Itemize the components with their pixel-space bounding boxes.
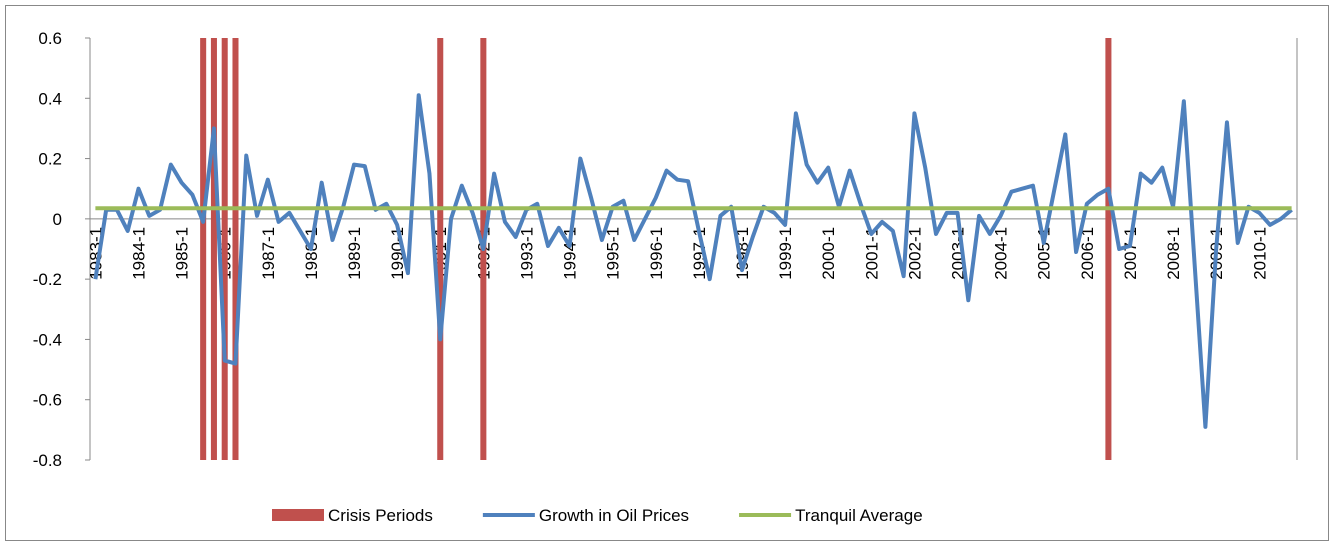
- y-tick-label: 0.2: [38, 150, 62, 169]
- x-tick-label: 1997-1: [690, 227, 709, 280]
- crisis-bar: [210, 38, 217, 460]
- y-tick-label: 0.6: [38, 29, 62, 48]
- x-tick-label: 1985-1: [173, 227, 192, 280]
- crisis-bar: [221, 38, 228, 460]
- series-line: [93, 93, 1293, 429]
- x-tick-label: 2001-1: [862, 227, 881, 280]
- x-tick-label: 1989-1: [345, 227, 364, 280]
- x-tick-label: 1996-1: [647, 227, 666, 280]
- crisis-bar: [437, 38, 444, 460]
- x-tick-label: 1993-1: [517, 227, 536, 280]
- y-tick-label: 0: [53, 210, 62, 229]
- x-tick-label: 2006-1: [1078, 227, 1097, 280]
- x-tick-label: 2010-1: [1250, 227, 1269, 280]
- x-tick-label: 1984-1: [129, 227, 148, 280]
- legend-label: Growth in Oil Prices: [539, 506, 689, 525]
- crisis-bar: [1105, 38, 1112, 460]
- x-tick-label: 1987-1: [259, 227, 278, 280]
- crisis-bar: [200, 38, 207, 460]
- y-tick-label: -0.4: [33, 330, 62, 349]
- y-tick-label: -0.6: [33, 391, 62, 410]
- y-tick-label: -0.2: [33, 270, 62, 289]
- x-tick-label: 2002-1: [905, 227, 924, 280]
- x-tick-label: 1995-1: [604, 227, 623, 280]
- y-tick-label: 0.4: [38, 89, 62, 108]
- x-tick-label: 1999-1: [776, 227, 795, 280]
- legend-label: Crisis Periods: [328, 506, 433, 525]
- x-tick-label: 2000-1: [819, 227, 838, 280]
- x-tick-label: 2004-1: [992, 227, 1011, 280]
- x-tick-label: 2008-1: [1164, 227, 1183, 280]
- legend-label: Tranquil Average: [795, 506, 923, 525]
- y-tick-label: -0.8: [33, 451, 62, 470]
- legend-swatch: [272, 509, 324, 521]
- x-tick-label: 2005-1: [1035, 227, 1054, 280]
- x-tick-label: 2007-1: [1121, 227, 1140, 280]
- crisis-bar: [232, 38, 239, 460]
